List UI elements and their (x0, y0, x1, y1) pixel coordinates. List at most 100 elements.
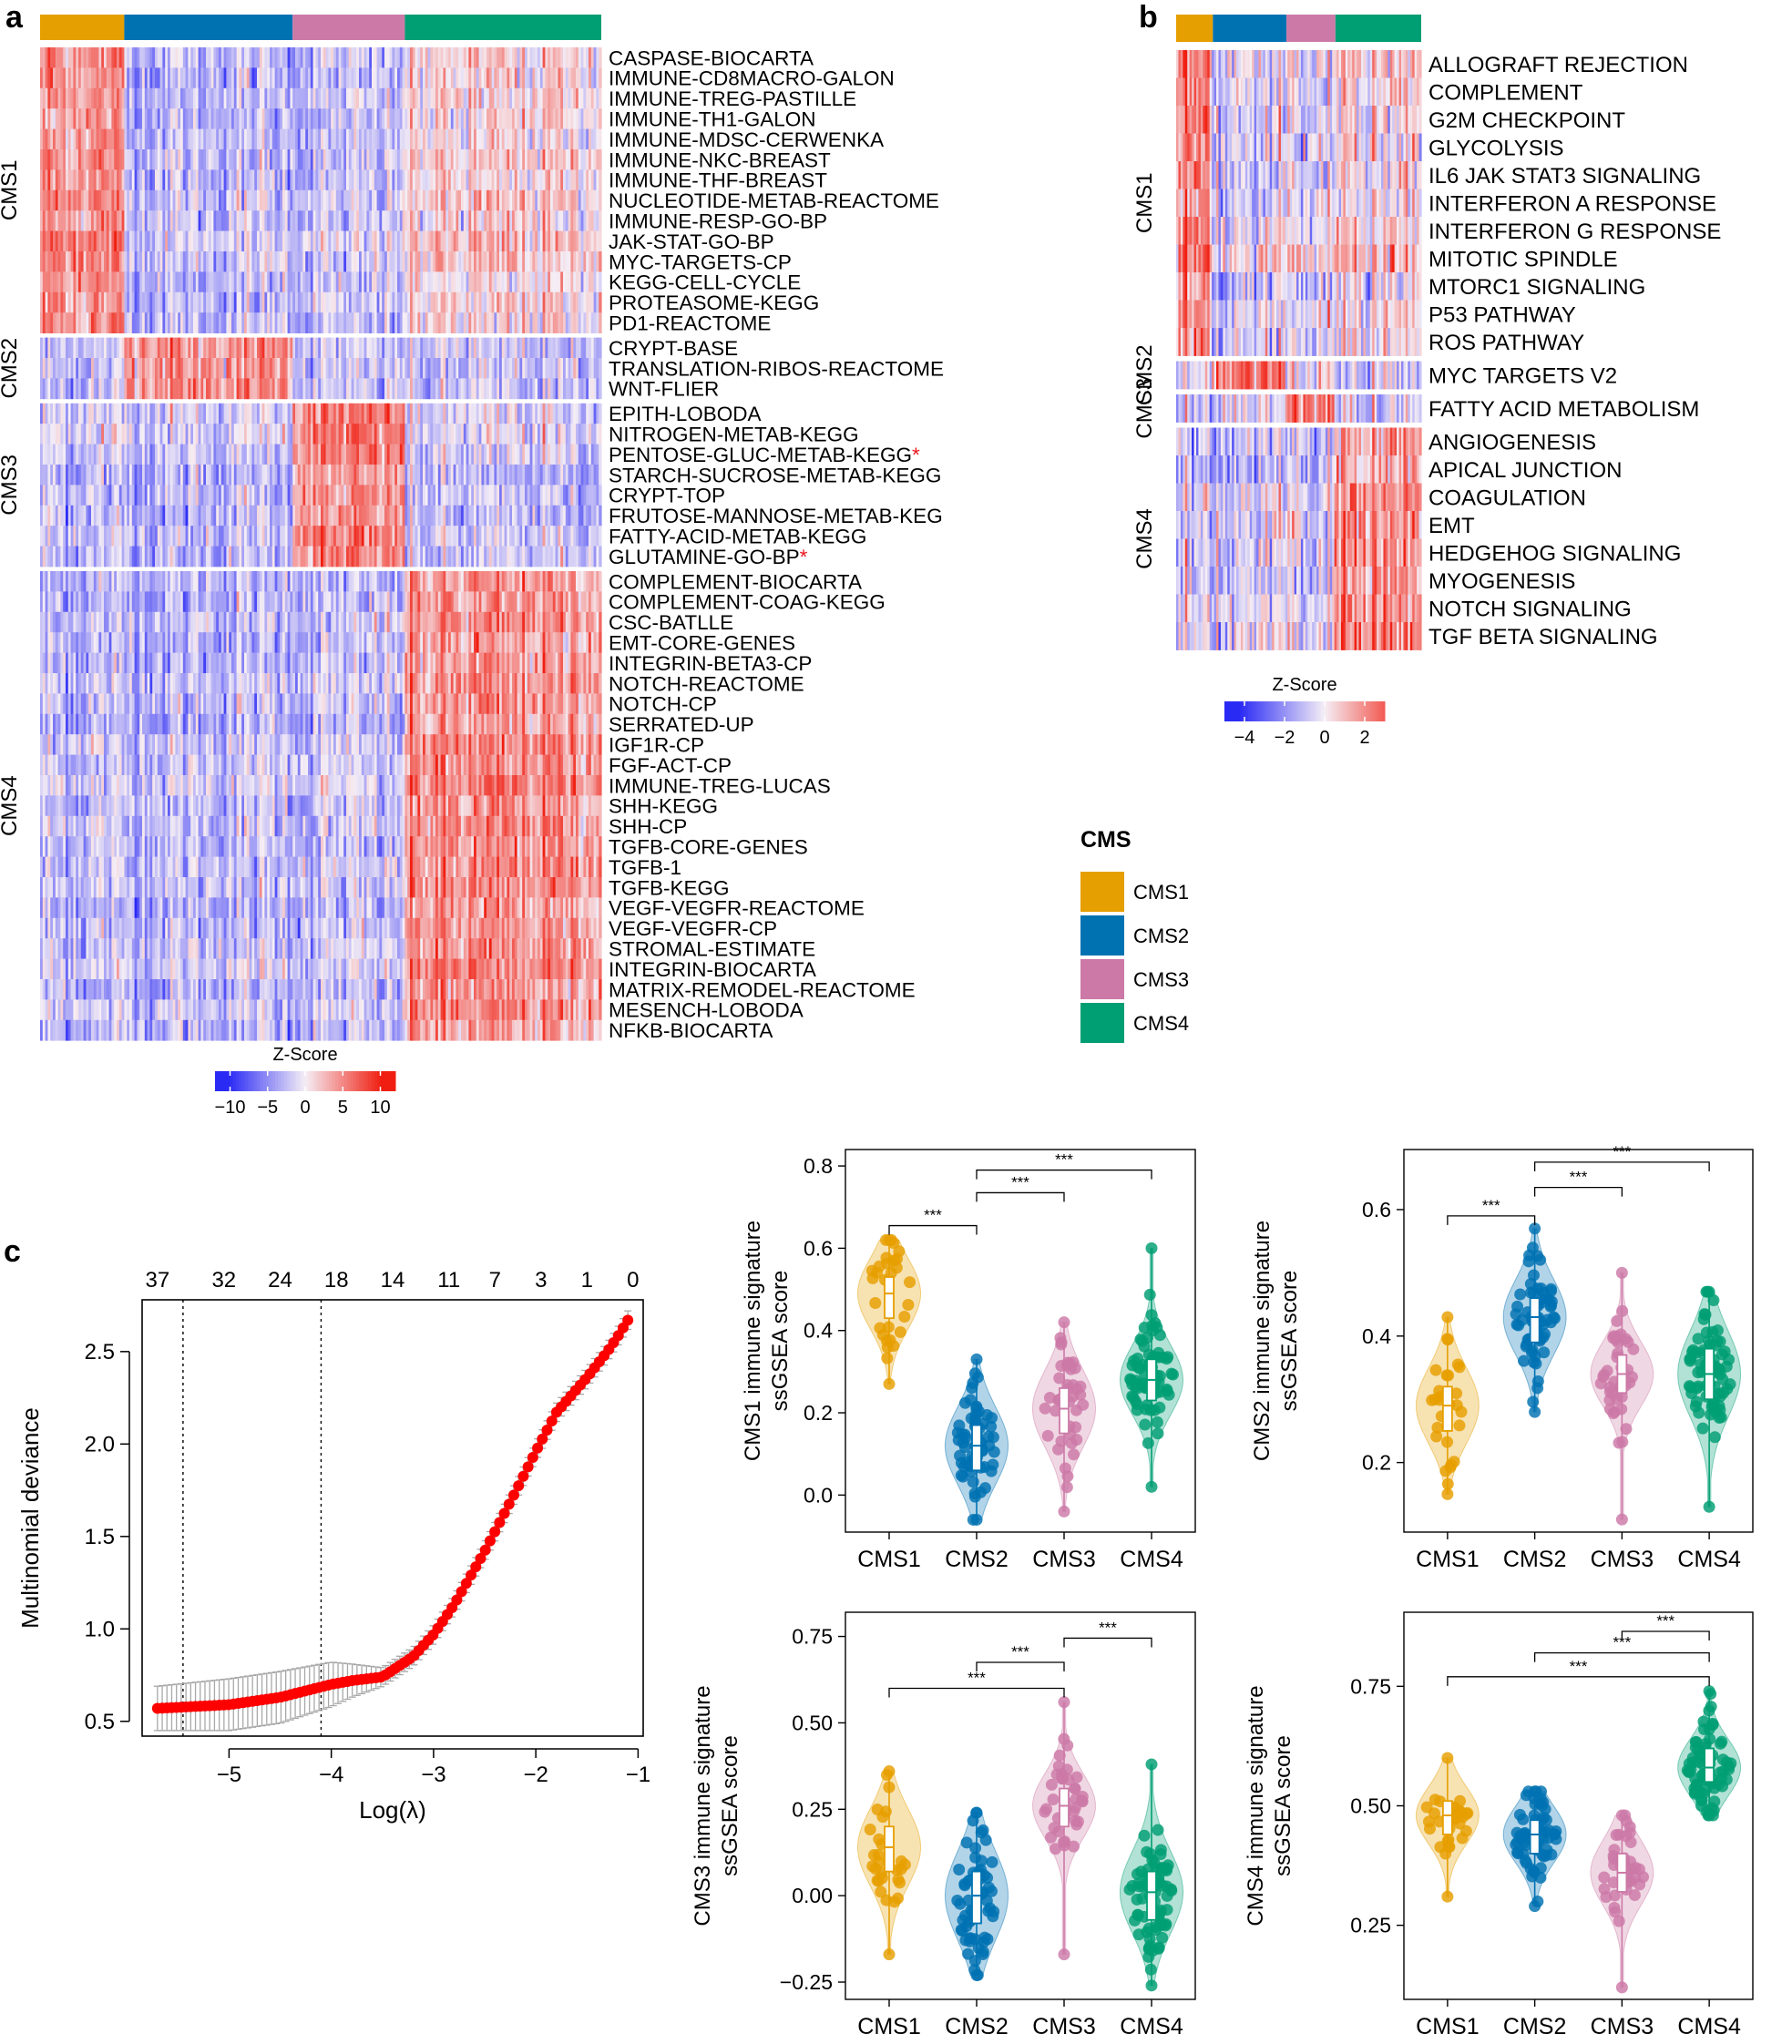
heatmap-cell (193, 403, 197, 424)
heatmap-cell (172, 378, 176, 400)
heatmap-cell (165, 312, 169, 333)
heatmap-cell (539, 47, 544, 68)
heatmap-cell (476, 230, 480, 252)
heatmap-cell (491, 169, 495, 191)
heatmap-cell (404, 128, 408, 150)
heatmap-cell (83, 230, 87, 252)
heatmap-cell (55, 210, 59, 231)
heatmap-cell (42, 210, 46, 231)
heatmap-cell (394, 47, 398, 68)
heatmap-cell (236, 444, 240, 465)
heatmap-cell (341, 465, 344, 485)
heatmap-cell (435, 271, 439, 293)
heatmap-cell (433, 485, 436, 506)
heatmap-cell (277, 424, 281, 445)
heatmap-cell (364, 403, 367, 424)
heatmap-cell (63, 210, 67, 231)
heatmap-cell (290, 271, 293, 293)
heatmap-cell (168, 251, 171, 272)
heatmap-cell (244, 108, 248, 129)
heatmap-cell (310, 189, 314, 211)
heatmap-cell (139, 47, 143, 68)
heatmap-cell (382, 149, 385, 170)
heatmap-cell (312, 189, 316, 211)
heatmap-cell (57, 271, 61, 293)
heatmap-cell (443, 251, 446, 272)
heatmap-cell (219, 108, 222, 129)
heatmap-cell (532, 358, 536, 379)
heatmap-cell (42, 47, 46, 68)
heatmap-cell (257, 444, 261, 465)
heatmap-cell (96, 169, 99, 191)
heatmap-cell (402, 312, 405, 333)
heatmap-cell (433, 210, 436, 231)
heatmap-cell (117, 312, 120, 333)
heatmap-cell (208, 149, 212, 170)
heatmap-cell (159, 378, 163, 400)
heatmap-cell (290, 485, 293, 506)
heatmap-cell (231, 444, 235, 465)
heatmap-cell (142, 465, 146, 485)
heatmap-cell (210, 403, 214, 424)
heatmap-cell (580, 337, 584, 359)
column-annotation-cms4 (404, 15, 601, 40)
heatmap-cell (517, 337, 520, 359)
heatmap-cell (267, 87, 271, 109)
heatmap-cell (55, 358, 59, 379)
heatmap-cell (359, 337, 363, 359)
heatmap-cell (433, 251, 436, 272)
heatmap-cell (208, 485, 212, 506)
heatmap-cell (417, 378, 421, 400)
heatmap-cell (229, 47, 232, 68)
heatmap-cell (249, 444, 252, 465)
heatmap-cell (333, 444, 337, 465)
heatmap-cell (249, 128, 252, 150)
heatmap-cell (565, 424, 569, 445)
heatmap-cell (91, 87, 95, 109)
heatmap-cell (427, 149, 431, 170)
heatmap-cell (341, 230, 344, 252)
heatmap-cell (535, 403, 538, 424)
heatmap-cell (497, 210, 500, 231)
heatmap-cell (257, 505, 261, 526)
heatmap-cell (576, 47, 579, 68)
heatmap-cell (333, 424, 337, 445)
heatmap-cell (124, 312, 128, 333)
heatmap-cell (93, 87, 97, 109)
heatmap-cell (236, 169, 240, 191)
heatmap-cell (402, 169, 405, 191)
heatmap-cell (328, 485, 332, 506)
heatmap-cell (83, 312, 87, 333)
heatmap-cell (96, 424, 99, 445)
heatmap-cell (172, 108, 176, 129)
heatmap-cell (198, 210, 201, 231)
heatmap-cell (45, 424, 48, 445)
heatmap-cell (590, 291, 595, 313)
heatmap-cell (484, 271, 487, 293)
heatmap-cell (223, 67, 227, 89)
heatmap-cell (259, 444, 263, 465)
heatmap-cell (522, 424, 526, 445)
heatmap-cell (596, 312, 599, 333)
heatmap-cell (599, 128, 602, 150)
heatmap-cell (206, 128, 210, 150)
heatmap-cell (267, 465, 271, 485)
heatmap-cell (208, 358, 212, 379)
heatmap-cell (565, 485, 569, 506)
heatmap-cell (346, 251, 350, 272)
heatmap-cell (512, 485, 516, 506)
heatmap-cell (226, 291, 230, 313)
heatmap-cell (356, 169, 360, 191)
heatmap-cell (121, 189, 125, 211)
heatmap-cell (83, 251, 87, 272)
heatmap-cell (491, 47, 495, 68)
heatmap-cell (144, 149, 148, 170)
heatmap-cell (356, 337, 360, 359)
heatmap-cell (333, 169, 337, 191)
heatmap-cell (389, 251, 393, 272)
heatmap-cell (491, 271, 495, 293)
heatmap-cell (568, 149, 571, 170)
heatmap-cell (497, 485, 500, 506)
heatmap-cell (427, 485, 431, 506)
heatmap-cell (443, 87, 446, 109)
